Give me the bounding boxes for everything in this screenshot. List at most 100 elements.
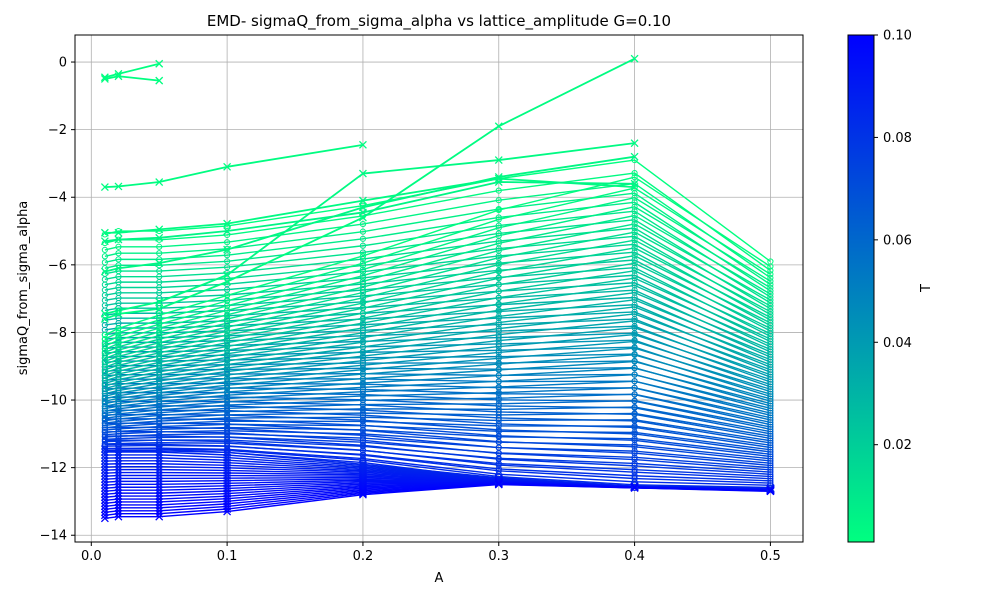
data-point (359, 455, 367, 462)
series-line (104, 299, 771, 382)
data-point (767, 419, 774, 426)
data-point (114, 512, 123, 521)
y-tick-label: 0 (59, 56, 67, 71)
data-point (114, 500, 123, 509)
series-line (104, 231, 771, 357)
data-point (631, 220, 638, 228)
data-point (767, 293, 774, 301)
data-point (155, 259, 164, 268)
data-point (359, 280, 367, 288)
data-point (767, 414, 774, 421)
data-point (767, 290, 774, 298)
data-point (114, 471, 123, 480)
data-point (359, 260, 367, 267)
data-point (631, 241, 638, 248)
y-tick-label: −2 (48, 123, 67, 138)
data-point (359, 266, 367, 273)
data-point (495, 325, 502, 332)
colorbar-gradient (847, 34, 875, 543)
data-point (631, 384, 638, 391)
data-point (359, 242, 367, 249)
data-point (100, 445, 109, 454)
data-point (631, 212, 638, 219)
data-point (359, 370, 367, 378)
data-point (767, 466, 774, 473)
data-point (156, 380, 163, 387)
data-point (155, 512, 164, 521)
series-line (104, 426, 771, 455)
data-point (224, 258, 231, 265)
data-point (100, 463, 109, 472)
data-point (767, 455, 774, 462)
data-point (115, 256, 122, 263)
data-point (495, 206, 502, 214)
data-point (630, 179, 639, 188)
data-point (767, 471, 774, 478)
data-point (630, 139, 639, 148)
data-point (115, 353, 122, 360)
data-point (101, 358, 108, 365)
data-point (359, 397, 367, 404)
data-point (101, 352, 108, 359)
series-line (104, 291, 771, 379)
series-line (104, 219, 771, 304)
data-point (156, 312, 163, 319)
data-point (155, 233, 164, 242)
colorbar-tick-label: 0.02 (883, 438, 912, 453)
data-point (631, 403, 638, 411)
data-point (114, 69, 123, 78)
data-point (101, 246, 108, 254)
data-point (224, 433, 231, 441)
data-point (767, 437, 774, 444)
data-point (359, 375, 367, 382)
data-point (359, 392, 367, 400)
series-line (104, 416, 771, 442)
data-point (100, 514, 109, 523)
data-point (101, 355, 108, 362)
data-point (359, 418, 367, 425)
data-point (101, 436, 108, 443)
data-point (114, 462, 123, 471)
series-line (104, 210, 771, 298)
data-point (630, 483, 639, 492)
data-point (359, 268, 367, 275)
data-point (224, 436, 231, 444)
data-point (114, 480, 123, 489)
data-point (631, 454, 638, 461)
data-point (156, 328, 163, 336)
x-tick-label: 0.4 (624, 549, 645, 564)
data-point (359, 249, 367, 256)
data-point (224, 315, 231, 323)
data-point (766, 487, 775, 496)
data-point (495, 240, 502, 247)
data-point (495, 197, 502, 204)
data-point (114, 309, 123, 318)
data-point (631, 450, 638, 457)
data-point (155, 500, 164, 509)
data-point (631, 371, 638, 378)
data-point (101, 335, 108, 343)
data-point (631, 233, 638, 240)
y-tick-label: −14 (40, 529, 67, 544)
data-point (224, 354, 231, 361)
data-point (224, 424, 231, 431)
data-point (224, 401, 231, 409)
data-point (767, 305, 774, 312)
data-point (156, 398, 163, 405)
series-line (104, 483, 771, 520)
data-point (359, 430, 367, 438)
data-point (114, 264, 123, 273)
series-line (104, 304, 771, 363)
data-point (359, 443, 367, 450)
data-point (495, 216, 502, 223)
data-point (631, 478, 638, 485)
data-point (359, 384, 367, 391)
data-point (631, 282, 638, 289)
data-point (156, 401, 163, 408)
data-point (359, 439, 367, 446)
data-point (155, 471, 164, 480)
series-line (104, 306, 771, 385)
data-point (224, 357, 231, 365)
data-point (495, 261, 502, 268)
data-point (100, 481, 109, 490)
